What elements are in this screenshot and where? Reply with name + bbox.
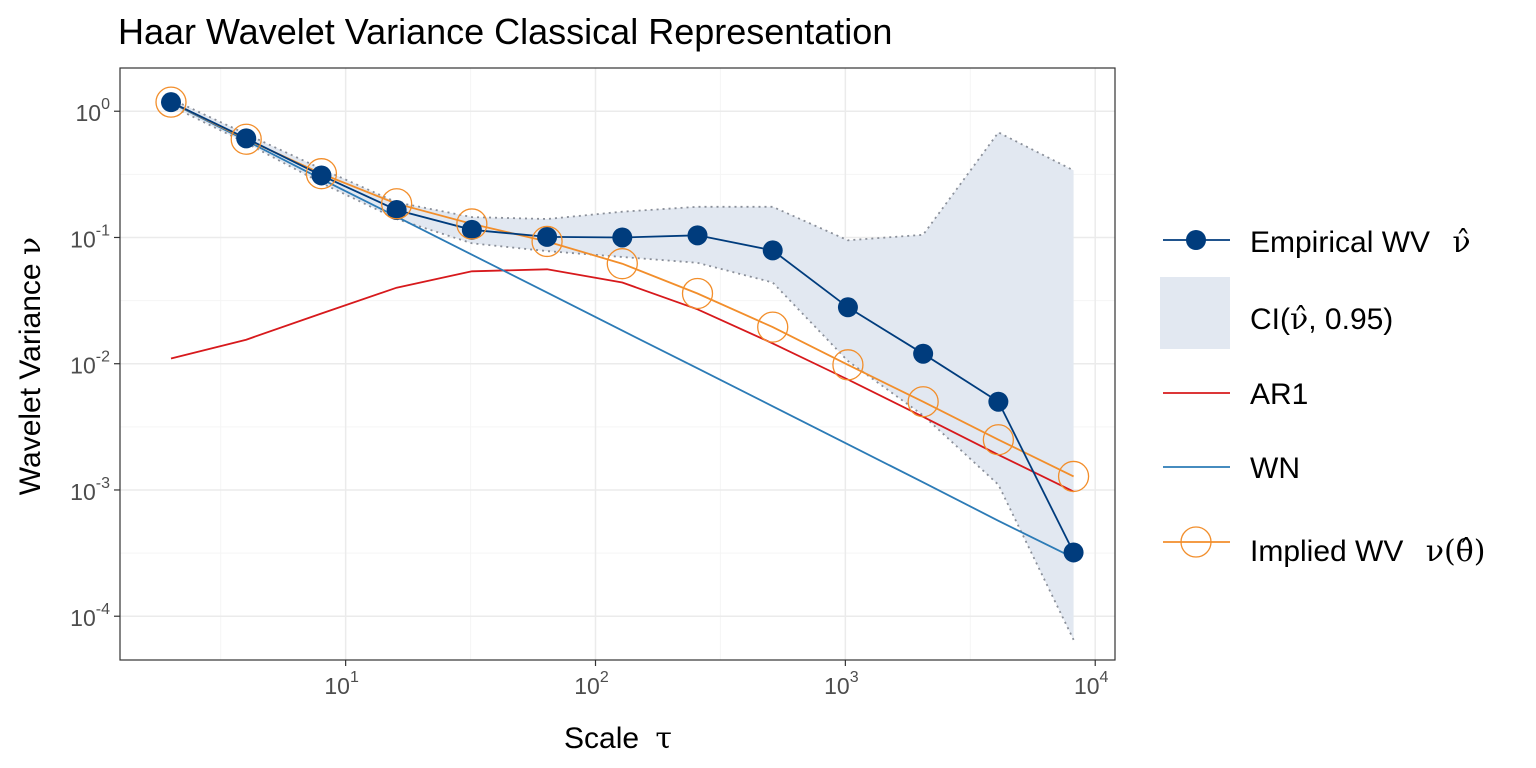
- empirical-point-3: [386, 200, 407, 221]
- y-tick-base-4: 10: [70, 605, 96, 631]
- legend-ci-prefix: CI(: [1250, 303, 1290, 336]
- x-tick-label-0: 101: [324, 669, 359, 699]
- chart-title: Haar Wavelet Variance Classical Represen…: [118, 11, 892, 52]
- legend-ci-swatch: [1160, 277, 1230, 349]
- y-tick-exp-3: -3: [96, 475, 110, 492]
- legend-item-empirical: Empirical WV ν̂: [1163, 225, 1471, 260]
- empirical-point-1: [236, 128, 257, 149]
- x-axis-label-text: Scale: [564, 722, 639, 755]
- y-axis-label-text: Wavelet Variance: [14, 263, 47, 495]
- legend-wn-label: WN: [1250, 452, 1300, 485]
- legend-ci-label: CI(ν̂, 0.95): [1250, 302, 1393, 337]
- y-tick-base-3: 10: [70, 479, 96, 505]
- implied-point-11: [982, 424, 1015, 456]
- implied-point-2: [305, 158, 338, 190]
- implied-point-4: [456, 208, 488, 240]
- implied-point-10: [907, 386, 939, 418]
- implied-point-3: [380, 188, 413, 220]
- ci-upper-bound: [170, 98, 1075, 242]
- x-tick-exp-3: 4: [1100, 669, 1109, 686]
- y-tick-exp-0: 0: [101, 96, 110, 113]
- legend-empirical-label: Empirical WV ν̂: [1250, 225, 1471, 260]
- implied-point-5: [531, 225, 563, 258]
- x-tick-base-0: 10: [324, 673, 350, 699]
- empirical-point-0: [161, 92, 182, 113]
- legend: Empirical WV ν̂ CI(ν̂, 0.95) AR1 WN Impl…: [1160, 225, 1485, 569]
- y-tick-base-0: 10: [76, 100, 102, 126]
- legend-empirical-point: [1186, 230, 1206, 250]
- implied-point-9: [832, 349, 864, 381]
- implied-point-12: [1057, 460, 1090, 493]
- legend-implied-label: Implied WV ν(θ̂): [1250, 534, 1485, 569]
- y-tick-base-1: 10: [70, 226, 96, 252]
- legend-item-ci: CI(ν̂, 0.95): [1160, 277, 1393, 349]
- x-axis-label-symbol: τ: [655, 721, 672, 756]
- x-tick-base-1: 10: [574, 673, 600, 699]
- implied-point-8: [757, 311, 789, 343]
- empirical-point-2: [311, 165, 332, 186]
- empirical-point-11: [988, 391, 1009, 412]
- x-tick-exp-1: 2: [600, 669, 609, 686]
- ci-band-area: [171, 99, 1074, 640]
- legend-implied-text: Implied WV: [1250, 535, 1403, 568]
- legend-item-implied: Implied WV ν(θ̂): [1163, 526, 1485, 569]
- legend-empirical-text: Empirical WV: [1250, 226, 1430, 259]
- y-tick-label-1: 10-1: [70, 222, 110, 252]
- legend-ci-symbol: ν̂: [1290, 302, 1308, 337]
- empirical-point-9: [837, 297, 858, 318]
- y-tick-exp-4: -4: [96, 601, 110, 618]
- x-tick-base-2: 10: [824, 673, 850, 699]
- y-axis-label: Wavelet Variance ν: [13, 237, 48, 495]
- legend-implied-point: [1180, 526, 1212, 558]
- y-tick-label-4: 10-4: [70, 601, 110, 631]
- empirical-point-8: [762, 240, 783, 261]
- implied-point-7: [681, 277, 714, 310]
- empirical-point-7: [687, 225, 708, 246]
- y-tick-base-2: 10: [70, 353, 96, 379]
- x-axis-label: Scale τ: [564, 721, 672, 756]
- empirical-point-12: [1063, 542, 1084, 563]
- x-tick-label-2: 103: [824, 669, 859, 699]
- legend-ci-suffix: , 0.95): [1308, 303, 1393, 336]
- series-points: [155, 86, 1090, 563]
- empirical-point-6: [612, 227, 633, 248]
- y-tick-exp-2: -2: [96, 349, 110, 366]
- implied-point-0: [155, 86, 187, 118]
- x-axis-ticks: 101 102 103 104: [324, 660, 1109, 699]
- empirical-point-4: [461, 219, 482, 240]
- y-axis-label-symbol: ν: [13, 237, 48, 255]
- x-tick-base-3: 10: [1074, 673, 1100, 699]
- legend-empirical-symbol: ν̂: [1452, 225, 1470, 260]
- x-tick-label-3: 104: [1074, 669, 1109, 699]
- legend-implied-symbol: ν(θ̂): [1426, 534, 1486, 569]
- legend-item-ar1: AR1: [1163, 378, 1308, 411]
- implied-point-1: [230, 123, 262, 155]
- ci-band: [170, 98, 1075, 641]
- y-tick-label-3: 10-3: [70, 475, 110, 505]
- legend-item-wn: WN: [1163, 452, 1300, 485]
- y-tick-exp-1: -1: [96, 222, 110, 239]
- x-tick-label-1: 102: [574, 669, 609, 699]
- implied-point-6: [606, 248, 638, 280]
- plot-panel: [119, 67, 1116, 661]
- empirical-point-10: [913, 343, 934, 364]
- y-tick-label-2: 10-2: [70, 349, 110, 379]
- empirical-point-5: [537, 226, 558, 247]
- x-tick-exp-2: 3: [850, 669, 859, 686]
- legend-ar1-label: AR1: [1250, 378, 1308, 411]
- y-tick-label-0: 100: [76, 96, 111, 126]
- x-tick-exp-0: 1: [350, 669, 359, 686]
